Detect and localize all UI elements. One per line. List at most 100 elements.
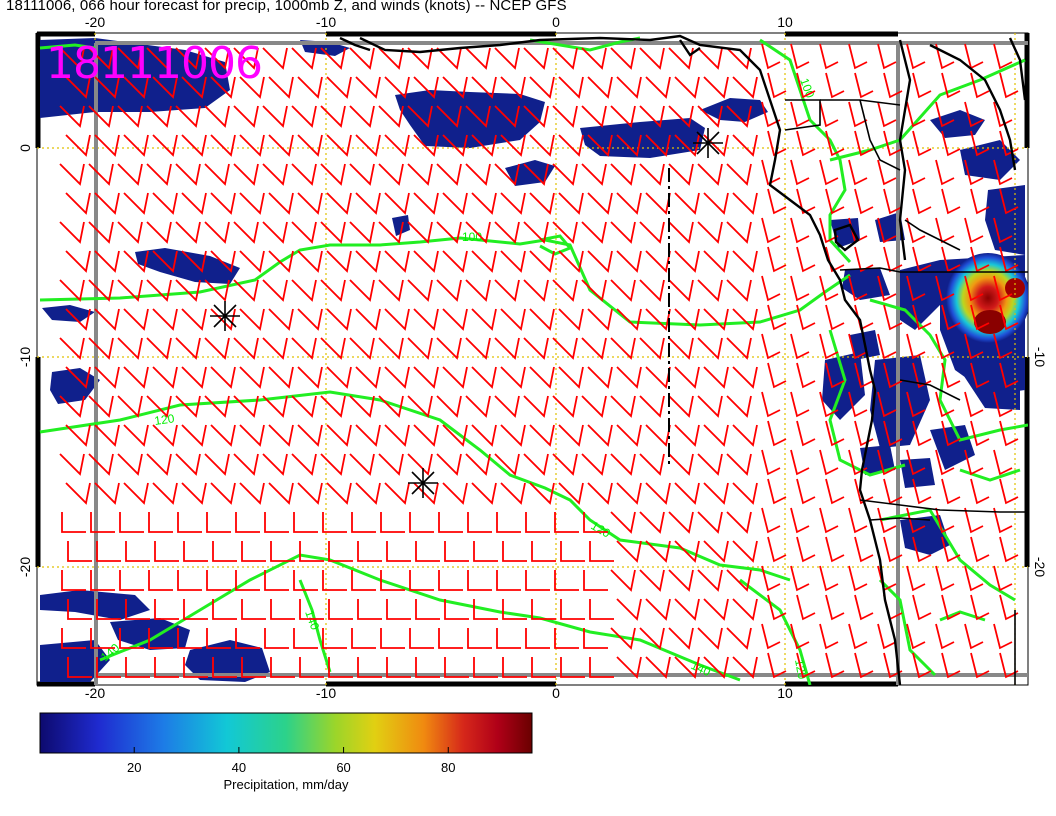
wind-barb xyxy=(732,482,758,505)
wind-barb xyxy=(471,76,497,99)
wind-barb xyxy=(616,482,642,505)
wind-barb xyxy=(790,101,810,128)
wind-barb xyxy=(529,250,555,273)
wind-barb xyxy=(964,449,984,476)
wind-barb xyxy=(703,540,729,563)
wind-barb xyxy=(610,221,636,244)
wind-barb xyxy=(935,43,955,70)
wind-barb xyxy=(825,72,845,99)
wind-barb xyxy=(117,337,143,360)
wind-barb xyxy=(726,163,752,186)
wind-barb xyxy=(96,657,121,678)
wind-barb xyxy=(241,599,266,620)
wind-barb xyxy=(438,512,463,533)
wind-barb xyxy=(964,623,984,650)
wind-barb xyxy=(212,657,237,678)
wind-barb xyxy=(471,134,497,157)
wind-barb xyxy=(523,105,549,128)
wind-barb xyxy=(471,308,497,331)
wind-barb xyxy=(883,246,903,273)
wind-barb xyxy=(761,43,781,70)
wind-barb xyxy=(941,652,961,679)
wind-barb xyxy=(349,105,375,128)
wind-barb xyxy=(645,656,671,679)
wind-barb xyxy=(819,43,839,70)
wind-barb xyxy=(146,105,172,128)
wind-barb xyxy=(264,570,289,591)
wind-barb xyxy=(825,246,845,273)
wind-barb xyxy=(465,105,491,128)
wind-barb xyxy=(877,623,897,650)
wind-barb xyxy=(912,304,932,331)
wind-barb xyxy=(558,366,584,389)
wind-barb xyxy=(235,570,260,591)
wind-barb xyxy=(848,159,868,186)
wind-barb xyxy=(854,536,874,563)
wind-barb xyxy=(65,424,91,447)
wind-barb xyxy=(442,424,468,447)
wind-barb xyxy=(436,221,462,244)
wind-barb xyxy=(239,482,265,505)
asterisk-marker xyxy=(693,128,723,158)
precip-area xyxy=(42,305,95,322)
contour-100-line xyxy=(39,236,851,327)
lat-label: -20 xyxy=(1032,557,1048,577)
wind-barb xyxy=(560,541,585,562)
wind-barb xyxy=(825,304,845,331)
wind-barb xyxy=(494,47,520,70)
wind-barb xyxy=(438,628,463,649)
lon-label: -10 xyxy=(316,685,336,701)
wind-barb xyxy=(761,101,781,128)
wind-barb xyxy=(674,366,700,389)
wind-barb xyxy=(883,362,903,389)
wind-barb xyxy=(233,337,259,360)
wind-barb xyxy=(877,391,897,418)
wind-barb xyxy=(848,623,868,650)
wind-barb xyxy=(674,598,700,621)
wind-barb xyxy=(796,188,816,215)
wind-barb xyxy=(239,192,265,215)
borders xyxy=(784,99,1028,685)
wind-barb xyxy=(500,250,526,273)
wind-barb xyxy=(384,192,410,215)
wind-barb xyxy=(293,628,318,649)
wind-barb xyxy=(444,599,469,620)
wind-barb xyxy=(970,652,990,679)
wind-barb xyxy=(552,105,578,128)
wind-barb xyxy=(436,453,462,476)
wind-barb xyxy=(732,424,758,447)
wind-barb xyxy=(639,627,665,650)
wind-barb xyxy=(993,507,1013,534)
wind-barb xyxy=(442,482,468,505)
lat-label: -10 xyxy=(1032,347,1048,367)
wind-barb xyxy=(616,656,642,679)
wind-barb xyxy=(697,337,723,360)
lon-label: 10 xyxy=(777,14,793,30)
wind-barb xyxy=(999,362,1019,389)
wind-barb xyxy=(233,279,259,302)
wind-barb xyxy=(848,565,868,592)
wind-barb xyxy=(993,217,1013,244)
wind-barb xyxy=(587,366,613,389)
coast-far-east xyxy=(1008,37,1027,101)
wind-barb xyxy=(268,250,294,273)
wind-barb xyxy=(697,569,723,592)
wind-barb xyxy=(436,395,462,418)
wind-barb xyxy=(88,395,114,418)
map-title: 18111006, 066 hour forecast for precip, … xyxy=(6,0,567,14)
wind-barb xyxy=(732,366,758,389)
wind-barb xyxy=(645,482,671,505)
wind-barb xyxy=(587,482,613,505)
wind-barb xyxy=(616,192,642,215)
wind-barb xyxy=(297,308,323,331)
frame-ticks xyxy=(35,31,1030,687)
wind-barb xyxy=(668,395,694,418)
colorbar-ticks xyxy=(133,747,449,753)
wind-barb xyxy=(941,188,961,215)
wind-barb xyxy=(732,134,758,157)
wind-barb xyxy=(326,482,352,505)
wind-barb xyxy=(877,217,897,244)
wind-barb xyxy=(206,628,231,649)
wind-barb xyxy=(152,366,178,389)
wind-barb xyxy=(88,221,114,244)
